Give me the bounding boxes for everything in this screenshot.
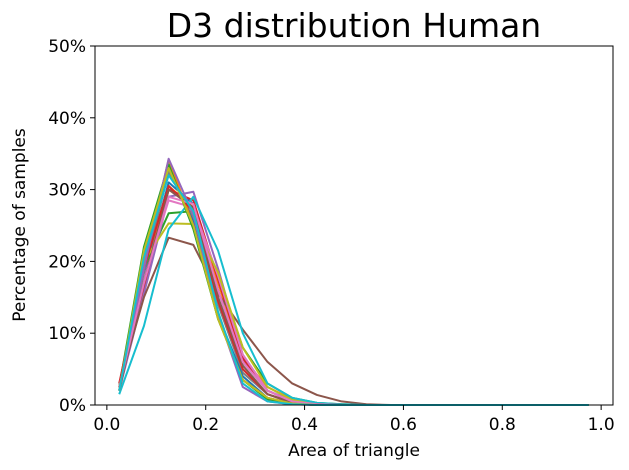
x-tick-label: 0.8 <box>489 415 516 435</box>
y-axis: 0% 10% 20% 30% 40% 50% <box>48 37 95 416</box>
series-line-17 <box>118 195 589 406</box>
y-tick-label: 20% <box>48 252 86 272</box>
x-axis: 0.0 0.2 0.4 0.6 0.8 1.0 <box>93 405 615 435</box>
series-line-15 <box>118 157 589 406</box>
y-tick-label: 30% <box>48 181 86 201</box>
y-tick-label: 50% <box>48 37 86 57</box>
x-tick-label: 0.0 <box>93 415 120 435</box>
series-line-6 <box>118 236 589 406</box>
series-line-10 <box>118 195 589 406</box>
axes-frame <box>94 45 614 406</box>
series-group <box>118 157 589 406</box>
x-tick-label: 0.4 <box>291 415 318 435</box>
y-tick-label: 0% <box>59 396 86 416</box>
y-tick-label: 40% <box>48 109 86 129</box>
series-line-3 <box>118 210 589 406</box>
series-line-9 <box>118 222 589 406</box>
x-axis-title: Area of triangle <box>288 441 420 461</box>
x-tick-label: 1.0 <box>588 415 615 435</box>
x-tick-label: 0.2 <box>192 415 219 435</box>
x-tick-label: 0.6 <box>390 415 417 435</box>
y-axis-title: Percentage of samples <box>10 128 30 322</box>
series-line-12 <box>118 158 589 406</box>
y-tick-label: 10% <box>48 324 86 344</box>
chart-title: D3 distribution Human <box>167 6 541 45</box>
series-line-7 <box>118 199 589 406</box>
